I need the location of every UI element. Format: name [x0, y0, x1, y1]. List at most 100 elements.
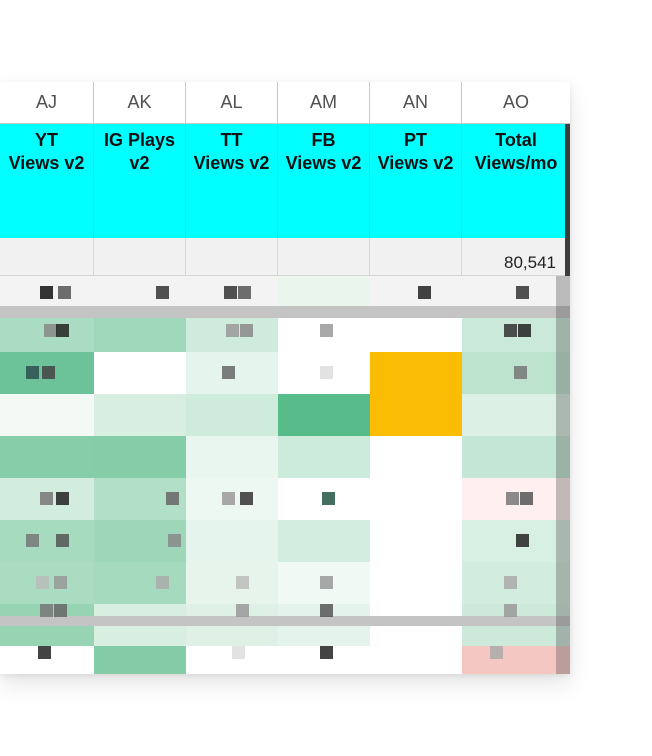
obscured-value — [320, 366, 333, 379]
obscured-value — [26, 534, 39, 547]
column-header-an[interactable]: AN — [370, 82, 462, 124]
column-header-al[interactable]: AL — [186, 82, 278, 124]
total-cell-ig[interactable] — [94, 238, 186, 276]
obscured-value — [40, 604, 53, 617]
grid-cell[interactable] — [370, 562, 462, 604]
obscured-value — [40, 286, 53, 299]
obscured-value — [504, 604, 517, 617]
obscured-value — [518, 324, 531, 337]
grid-cell[interactable] — [94, 562, 186, 604]
grid-cell[interactable] — [278, 436, 370, 478]
grid-cell[interactable] — [370, 520, 462, 562]
grid-cell[interactable] — [370, 352, 462, 394]
obscured-value — [54, 604, 67, 617]
obscured-value — [516, 286, 529, 299]
obscured-value — [504, 576, 517, 589]
grid-cell[interactable] — [94, 436, 186, 478]
obscured-value — [226, 324, 239, 337]
grid-cell[interactable] — [278, 276, 370, 310]
grid-cell[interactable] — [370, 394, 462, 436]
obscured-value — [224, 286, 237, 299]
grid-cell[interactable] — [370, 646, 462, 674]
grid-cell[interactable] — [186, 436, 278, 478]
grid-cell[interactable] — [186, 520, 278, 562]
obscured-value — [156, 576, 169, 589]
grid-cell[interactable] — [94, 352, 186, 394]
header-cell-pt-views[interactable]: PT Views v2 — [370, 124, 462, 238]
grid-cell[interactable] — [278, 394, 370, 436]
obscured-value — [490, 646, 503, 659]
obscured-value — [222, 366, 235, 379]
obscured-value — [156, 286, 169, 299]
obscured-value — [54, 576, 67, 589]
column-header-row: AJ AK AL AM AN AO — [0, 82, 570, 124]
grid-cell[interactable] — [0, 520, 94, 562]
grid-cell[interactable] — [462, 436, 570, 478]
grid-cell[interactable] — [186, 562, 278, 604]
header-cell-tt-views[interactable]: TT Views v2 — [186, 124, 278, 238]
column-header-am[interactable]: AM — [278, 82, 370, 124]
obscured-value — [240, 324, 253, 337]
grid-cell[interactable] — [0, 394, 94, 436]
grid-cell[interactable] — [0, 436, 94, 478]
obscured-value — [322, 492, 335, 505]
header-label-fb-views: FB Views v2 — [285, 130, 362, 173]
obscured-value — [240, 492, 253, 505]
header-label-ig-plays: IG Plays v2 — [103, 130, 176, 173]
obscured-value — [320, 604, 333, 617]
pixelated-data-grid — [0, 276, 570, 674]
grid-cell[interactable] — [462, 646, 570, 674]
column-header-aj[interactable]: AJ — [0, 82, 94, 124]
obscured-value — [166, 492, 179, 505]
total-cell-pt[interactable] — [370, 238, 462, 276]
column-header-ao[interactable]: AO — [462, 82, 570, 124]
grid-cell[interactable] — [94, 276, 186, 310]
grid-cell[interactable] — [370, 436, 462, 478]
row-separator — [0, 306, 570, 318]
obscured-value — [56, 492, 69, 505]
total-cell-views-mo[interactable]: 80,541 — [504, 253, 556, 272]
header-cell-ig-plays[interactable]: IG Plays v2 — [94, 124, 186, 238]
header-cell-fb-views[interactable]: FB Views v2 — [278, 124, 370, 238]
grid-cell[interactable] — [186, 394, 278, 436]
obscured-value — [516, 534, 529, 547]
row-separator — [0, 616, 570, 626]
obscured-value — [38, 646, 51, 659]
frozen-column-divider[interactable] — [565, 124, 570, 276]
obscured-value — [504, 324, 517, 337]
obscured-value — [232, 646, 245, 659]
grid-cell[interactable] — [278, 520, 370, 562]
header-label-tt-views: TT Views v2 — [193, 130, 270, 173]
obscured-value — [168, 534, 181, 547]
total-cell-fb[interactable] — [278, 238, 370, 276]
header-row: YT Views v2 IG Plays v2 TT Views v2 FB V… — [0, 124, 570, 238]
obscured-value — [514, 366, 527, 379]
obscured-value — [36, 576, 49, 589]
grid-cell[interactable] — [462, 394, 570, 436]
obscured-value — [42, 366, 55, 379]
obscured-value — [320, 576, 333, 589]
header-cell-yt-views[interactable]: YT Views v2 — [0, 124, 94, 238]
obscured-value — [236, 576, 249, 589]
obscured-value — [56, 534, 69, 547]
grid-cell[interactable] — [370, 276, 462, 310]
grid-cell[interactable] — [94, 646, 186, 674]
obscured-value — [26, 366, 39, 379]
total-cell-tt[interactable] — [186, 238, 278, 276]
obscured-value — [56, 324, 69, 337]
header-cell-total-views[interactable]: Total Views/mo — [462, 124, 570, 238]
grid-cell[interactable] — [94, 394, 186, 436]
obscured-value — [236, 604, 249, 617]
header-label-yt-views: YT Views v2 — [8, 130, 85, 173]
obscured-value — [520, 492, 533, 505]
obscured-value — [58, 286, 71, 299]
obscured-value — [506, 492, 519, 505]
column-header-ak[interactable]: AK — [94, 82, 186, 124]
grid-cell[interactable] — [370, 478, 462, 520]
obscured-value — [238, 286, 251, 299]
spreadsheet-card: AJ AK AL AM AN AO YT Views v2 IG Plays v… — [0, 82, 570, 674]
frozen-column-divider-body — [556, 276, 570, 674]
total-cell-yt[interactable] — [0, 238, 94, 276]
totals-row: 80,541 — [0, 238, 570, 276]
obscured-value — [320, 324, 333, 337]
